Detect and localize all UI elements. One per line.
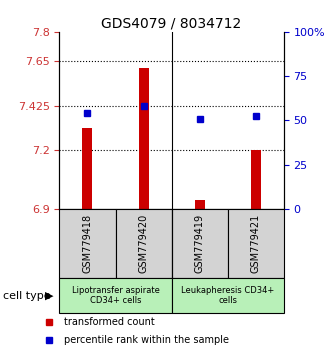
Text: transformed count: transformed count — [64, 317, 154, 327]
Text: GSM779420: GSM779420 — [139, 214, 148, 273]
Text: GSM779418: GSM779418 — [82, 214, 92, 273]
Bar — [195, 200, 205, 209]
Bar — [82, 128, 92, 209]
Text: GSM779419: GSM779419 — [195, 214, 205, 273]
Bar — [59, 209, 116, 278]
Bar — [228, 209, 284, 278]
Bar — [115, 209, 172, 278]
Bar — [172, 278, 284, 313]
Bar — [139, 68, 148, 209]
Text: GSM779421: GSM779421 — [251, 214, 261, 273]
Text: cell type: cell type — [3, 291, 51, 301]
Text: Lipotransfer aspirate
CD34+ cells: Lipotransfer aspirate CD34+ cells — [72, 286, 159, 305]
Text: Leukapheresis CD34+
cells: Leukapheresis CD34+ cells — [181, 286, 274, 305]
Title: GDS4079 / 8034712: GDS4079 / 8034712 — [102, 17, 242, 31]
Bar — [251, 150, 261, 209]
Bar — [59, 278, 172, 313]
Text: percentile rank within the sample: percentile rank within the sample — [64, 335, 229, 345]
Bar — [172, 209, 228, 278]
Text: ▶: ▶ — [45, 291, 53, 301]
